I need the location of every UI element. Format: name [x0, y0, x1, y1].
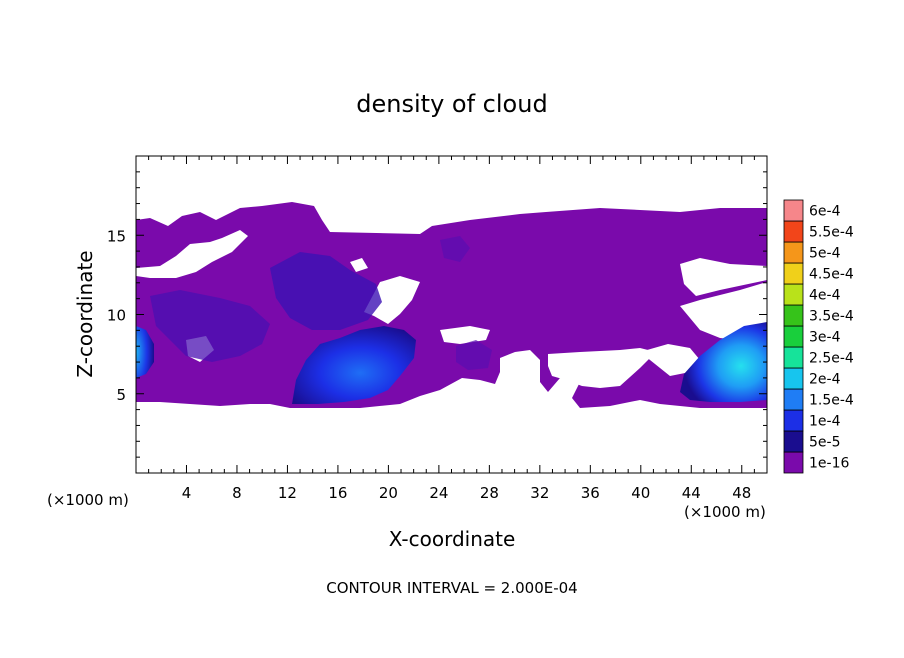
- chart-title: density of cloud: [356, 90, 547, 118]
- colorbar-label: 4.5e-4: [809, 267, 854, 283]
- colorbar-swatch: [783, 304, 804, 327]
- colorbar-label: 5e-4: [809, 246, 841, 262]
- cloud-gap-5: [640, 344, 700, 376]
- colorbar-label: 1.5e-4: [809, 393, 854, 409]
- x-tick-label: 24: [429, 484, 448, 502]
- x-axis: 4 8 12 16 20 24 28 32 36 40 44 48: [148, 156, 755, 502]
- cloud-region-dark-3: [440, 236, 470, 262]
- cloud-gap-7: [350, 258, 368, 272]
- y-tick-label: 5: [116, 386, 126, 404]
- cloud-core-right: [680, 322, 767, 402]
- colorbar-swatch: [783, 199, 804, 222]
- cloud-core-mid: [292, 326, 416, 404]
- colorbar-swatch: [783, 388, 804, 411]
- x-tick-label: 32: [530, 484, 549, 502]
- colorbar-swatch: [783, 367, 804, 390]
- cloud-region-dark-2: [270, 252, 382, 330]
- colorbar-label: 2e-4: [809, 372, 841, 388]
- cloud-gap-1: [136, 230, 248, 278]
- colorbar-swatch: [783, 241, 804, 264]
- x-unit-label: (×1000 m): [684, 503, 766, 521]
- x-tick-label: 36: [581, 484, 600, 502]
- colorbar: 1e-16 5e-5 1e-4 1.5e-4 2e-4 2.5e-4 3e-4 3.5e-4 4…: [783, 199, 854, 474]
- x-tick-label: 28: [480, 484, 499, 502]
- cloud-core-left: [136, 326, 154, 378]
- contour-interval-text: CONTOUR INTERVAL = 2.000E-04: [326, 579, 577, 597]
- colorbar-label: 3e-4: [809, 330, 841, 346]
- y-axis-label: Z-coordinate: [73, 250, 97, 377]
- density-field: [136, 202, 767, 408]
- cloud-gap-6: [440, 326, 490, 344]
- x-tick-label: 40: [631, 484, 650, 502]
- colorbar-label: 1e-4: [809, 414, 841, 430]
- colorbar-label: 5.5e-4: [809, 225, 854, 241]
- x-tick-label: 44: [682, 484, 701, 502]
- x-axis-label: X-coordinate: [389, 527, 516, 551]
- cloud-gap-3: [680, 258, 767, 296]
- colorbar-swatch: [783, 220, 804, 243]
- cloud-gap-2: [364, 276, 420, 324]
- cloud-region-dark-1: [150, 290, 270, 362]
- y-tick-label: 15: [107, 227, 126, 245]
- colorbar-label: 2.5e-4: [809, 351, 854, 367]
- colorbar-label: 3.5e-4: [809, 309, 854, 325]
- x-tick-label: 48: [732, 484, 751, 502]
- colorbar-label: 6e-4: [809, 204, 841, 220]
- colorbar-swatch: [783, 262, 804, 285]
- colorbar-label: 5e-5: [809, 435, 840, 451]
- colorbar-swatch: [783, 409, 804, 432]
- colorbar-swatch: [783, 283, 804, 306]
- colorbar-label: 4e-4: [809, 288, 841, 304]
- colorbar-swatch: [783, 325, 804, 348]
- y-axis: 5 10 15: [107, 171, 767, 458]
- colorbar-swatch: [783, 430, 804, 453]
- cloud-gap-4: [548, 348, 656, 388]
- colorbar-swatch: [783, 451, 804, 474]
- colorbar-label: 1e-16: [809, 456, 849, 472]
- y-tick-label: 10: [107, 307, 126, 325]
- x-tick-label: 12: [278, 484, 297, 502]
- x-tick-label: 16: [328, 484, 347, 502]
- cloud-region-dark-4: [456, 340, 492, 370]
- x-tick-label: 4: [182, 484, 192, 502]
- x-tick-label: 20: [379, 484, 398, 502]
- x-tick-label: 8: [232, 484, 242, 502]
- colorbar-swatch: [783, 346, 804, 369]
- y-unit-label: (×1000 m): [47, 491, 129, 509]
